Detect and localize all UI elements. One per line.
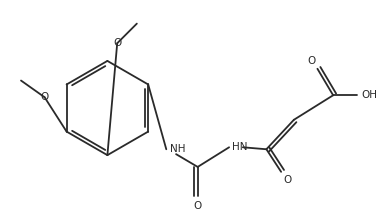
Text: OH: OH: [362, 90, 378, 100]
Text: O: O: [194, 201, 202, 211]
Text: NH: NH: [170, 144, 186, 154]
Text: O: O: [40, 92, 49, 102]
Text: O: O: [113, 38, 121, 48]
Text: O: O: [283, 175, 291, 185]
Text: O: O: [307, 56, 315, 66]
Text: HN: HN: [232, 142, 248, 152]
